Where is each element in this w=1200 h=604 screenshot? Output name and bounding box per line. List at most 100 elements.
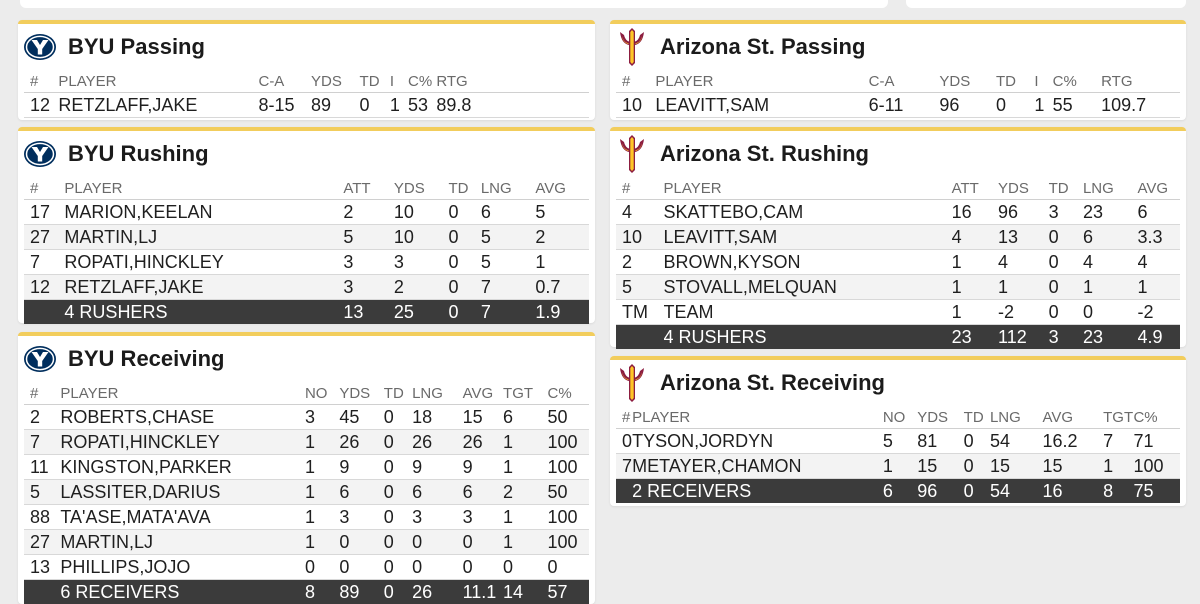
total-label: 4 RUSHERS bbox=[664, 325, 952, 350]
stat-cell: 89.8 bbox=[436, 93, 589, 118]
col-player: PLAYER bbox=[58, 70, 258, 93]
total-stat: 3 bbox=[1049, 325, 1083, 350]
pitchfork-logo-icon bbox=[614, 136, 650, 172]
col-long: LNG bbox=[481, 177, 536, 200]
stat-cell: 15 bbox=[917, 454, 963, 479]
stat-cell: 23 bbox=[1083, 200, 1138, 225]
jersey-number: 2 bbox=[616, 250, 664, 275]
stat-cell: 0.7 bbox=[535, 275, 589, 300]
col-td: TD bbox=[360, 70, 390, 93]
stat-cell: 6 bbox=[339, 480, 383, 505]
stat-cell: 1 bbox=[305, 530, 339, 555]
stat-cell: 10 bbox=[394, 225, 449, 250]
total-stat: 0 bbox=[384, 580, 412, 604]
stat-cell: 3 bbox=[339, 505, 383, 530]
stat-cell: 15 bbox=[463, 405, 503, 430]
col-attempts: ATT bbox=[343, 177, 394, 200]
stat-cell: 0 bbox=[448, 200, 480, 225]
stat-cell: 100 bbox=[548, 430, 589, 455]
stat-cell: 0 bbox=[964, 429, 990, 454]
stat-cell: 0 bbox=[1083, 300, 1138, 325]
jersey-number: 11 bbox=[24, 455, 60, 480]
stat-cell: 100 bbox=[548, 455, 589, 480]
stat-cell: 26 bbox=[339, 430, 383, 455]
total-stat: 23 bbox=[1083, 325, 1138, 350]
stat-cell: 0 bbox=[384, 505, 412, 530]
total-stat bbox=[24, 580, 60, 604]
stat-cell: 1 bbox=[390, 93, 408, 118]
stat-cell: 1 bbox=[305, 505, 339, 530]
col-rating: RTG bbox=[1101, 70, 1180, 93]
col-targets: TGT bbox=[1103, 406, 1133, 429]
stat-cell: 3 bbox=[394, 250, 449, 275]
total-stat: 7 bbox=[481, 300, 536, 325]
player-name: LEAVITT,SAM bbox=[655, 93, 868, 118]
col-receptions: NO bbox=[305, 382, 339, 405]
stat-cell: 1 bbox=[503, 505, 547, 530]
total-stat: 96 bbox=[917, 479, 963, 504]
total-stat: 6 bbox=[883, 479, 917, 504]
stat-cell: 1 bbox=[952, 250, 998, 275]
col-int: I bbox=[390, 70, 408, 93]
jersey-number: 7 bbox=[616, 454, 632, 479]
byu-receiving-title: BYU Receiving bbox=[68, 346, 225, 372]
stat-cell: 0 bbox=[463, 555, 503, 580]
stat-cell: 3 bbox=[343, 275, 394, 300]
jersey-number: 88 bbox=[24, 505, 60, 530]
stat-cell: 0 bbox=[412, 555, 463, 580]
stat-cell: 10 bbox=[394, 200, 449, 225]
player-name: BROWN,KYSON bbox=[664, 250, 952, 275]
col-yards: YDS bbox=[939, 70, 996, 93]
stat-cell: 6 bbox=[481, 200, 536, 225]
stat-cell: 4 bbox=[1083, 250, 1138, 275]
stat-cell: 6 bbox=[412, 480, 463, 505]
player-name: STOVALL,MELQUAN bbox=[664, 275, 952, 300]
player-name: ROPATI,HINCKLEY bbox=[60, 430, 305, 455]
col-player: PLAYER bbox=[655, 70, 868, 93]
col-player: PLAYER bbox=[60, 382, 305, 405]
stat-cell: 1 bbox=[883, 454, 917, 479]
col-comp-pct: C% bbox=[1053, 70, 1102, 93]
stat-cell: 9 bbox=[339, 455, 383, 480]
stat-cell: 109.7 bbox=[1101, 93, 1180, 118]
stat-cell: 4 bbox=[1138, 250, 1180, 275]
col-number: # bbox=[24, 177, 64, 200]
jersey-number: 17 bbox=[24, 200, 64, 225]
jersey-number: 13 bbox=[24, 555, 60, 580]
total-stat: 14 bbox=[503, 580, 547, 604]
stat-cell: 6 bbox=[1138, 200, 1180, 225]
asu-receiving-header: Arizona St. Receiving bbox=[616, 360, 1180, 406]
total-stat: 0 bbox=[964, 479, 990, 504]
stat-cell: 0 bbox=[339, 555, 383, 580]
stat-cell: 1 bbox=[1103, 454, 1133, 479]
player-name: RETZLAFF,JAKE bbox=[64, 275, 343, 300]
player-name: KINGSTON,PARKER bbox=[60, 455, 305, 480]
stat-cell: 3 bbox=[343, 250, 394, 275]
asu-passing-header: Arizona St. Passing bbox=[616, 24, 1180, 70]
stat-cell: 53 bbox=[408, 93, 436, 118]
player-name: MARION,KEELAN bbox=[64, 200, 343, 225]
total-label: 6 RECEIVERS bbox=[60, 580, 305, 604]
jersey-number: 0 bbox=[616, 429, 632, 454]
stat-cell: 100 bbox=[548, 505, 589, 530]
top-card-stub-left bbox=[20, 0, 888, 8]
player-name: ROBERTS,CHASE bbox=[60, 405, 305, 430]
byu-rushing-header: BYU Rushing bbox=[24, 131, 589, 177]
stat-cell: 15 bbox=[990, 454, 1043, 479]
stat-cell: 0 bbox=[448, 250, 480, 275]
